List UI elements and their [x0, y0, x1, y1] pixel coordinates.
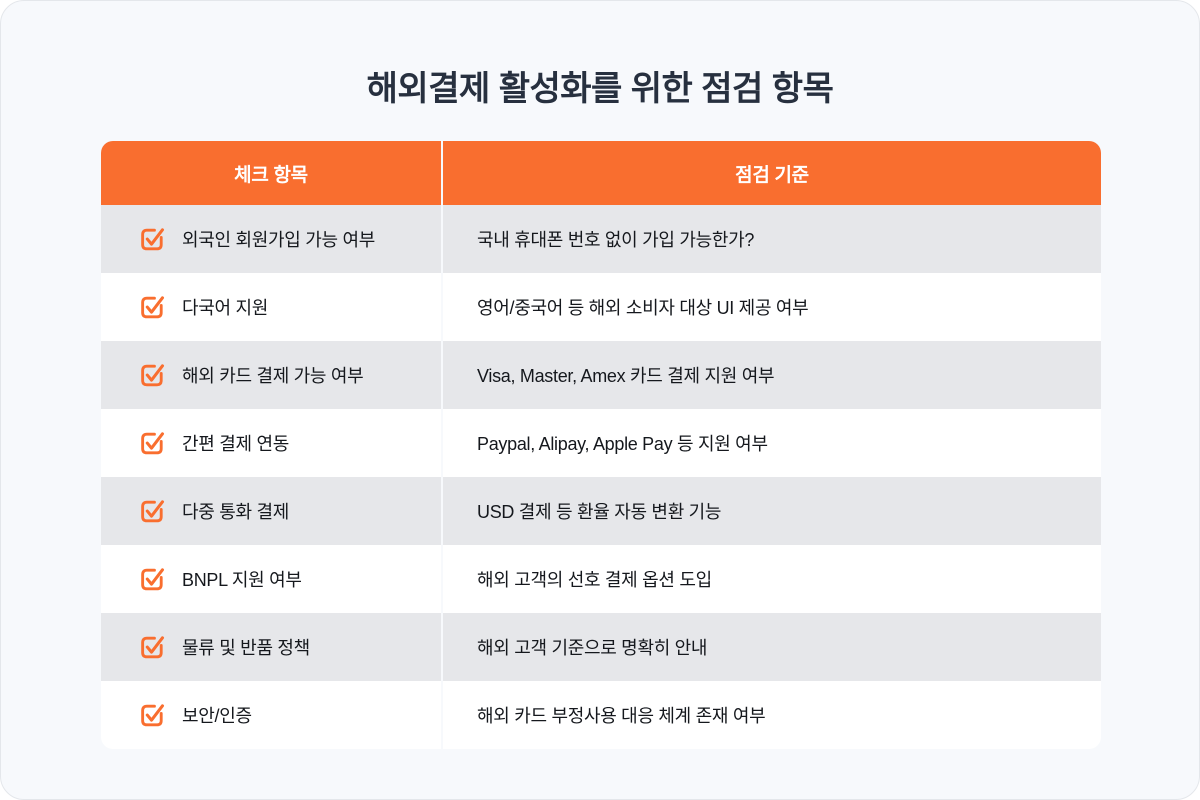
- criteria-text: 해외 고객의 선호 결제 옵션 도입: [477, 570, 712, 590]
- checkbox-checked-icon: [138, 294, 165, 321]
- checkbox-checked-icon: [138, 362, 165, 389]
- checkbox-checked-icon: [138, 702, 165, 729]
- check-item-label: 다중 통화 결제: [182, 502, 289, 522]
- column-header-criteria: 점검 기준: [441, 141, 1101, 205]
- check-item-cell: 다중 통화 결제: [101, 477, 441, 545]
- criteria-text: USD 결제 등 환율 자동 변환 기능: [477, 502, 722, 522]
- check-item-cell: 다국어 지원: [101, 273, 441, 341]
- criteria-text: 영어/중국어 등 해외 소비자 대상 UI 제공 여부: [477, 298, 809, 318]
- table-row: BNPL 지원 여부 해외 고객의 선호 결제 옵션 도입: [101, 545, 1101, 613]
- check-item-label: 다국어 지원: [182, 298, 269, 318]
- criteria-text: Visa, Master, Amex 카드 결제 지원 여부: [477, 366, 775, 386]
- check-item-label: 해외 카드 결제 가능 여부: [182, 366, 364, 386]
- check-item-label: 보안/인증: [182, 706, 252, 726]
- criteria-cell: USD 결제 등 환율 자동 변환 기능: [441, 477, 1101, 545]
- check-item-cell: BNPL 지원 여부: [101, 545, 441, 613]
- checkbox-checked-icon: [138, 226, 165, 253]
- criteria-cell: 영어/중국어 등 해외 소비자 대상 UI 제공 여부: [441, 273, 1101, 341]
- criteria-cell: 해외 카드 부정사용 대응 체계 존재 여부: [441, 681, 1101, 749]
- check-item-cell: 간편 결제 연동: [101, 409, 441, 477]
- criteria-text: 해외 고객 기준으로 명확히 안내: [477, 638, 708, 658]
- checklist-table: 체크 항목 점검 기준 외국인 회원가입 가능 여부 국내 휴대폰 번호 없이 …: [101, 141, 1101, 749]
- checkbox-checked-icon: [138, 634, 165, 661]
- table-row: 물류 및 반품 정책 해외 고객 기준으로 명확히 안내: [101, 613, 1101, 681]
- criteria-cell: 해외 고객의 선호 결제 옵션 도입: [441, 545, 1101, 613]
- criteria-cell: Paypal, Alipay, Apple Pay 등 지원 여부: [441, 409, 1101, 477]
- check-item-label: 외국인 회원가입 가능 여부: [182, 230, 375, 250]
- table-row: 보안/인증 해외 카드 부정사용 대응 체계 존재 여부: [101, 681, 1101, 749]
- table-row: 다중 통화 결제 USD 결제 등 환율 자동 변환 기능: [101, 477, 1101, 545]
- criteria-text: 국내 휴대폰 번호 없이 가입 가능한가?: [477, 230, 755, 250]
- checkbox-checked-icon: [138, 430, 165, 457]
- check-item-cell: 해외 카드 결제 가능 여부: [101, 341, 441, 409]
- page-title: 해외결제 활성화를 위한 점검 항목: [366, 70, 834, 108]
- criteria-cell: Visa, Master, Amex 카드 결제 지원 여부: [441, 341, 1101, 409]
- check-item-label: BNPL 지원 여부: [182, 570, 302, 590]
- table-header-row: 체크 항목 점검 기준: [101, 141, 1101, 205]
- check-item-cell: 보안/인증: [101, 681, 441, 749]
- criteria-cell: 해외 고객 기준으로 명확히 안내: [441, 613, 1101, 681]
- check-item-cell: 물류 및 반품 정책: [101, 613, 441, 681]
- table-row: 해외 카드 결제 가능 여부 Visa, Master, Amex 카드 결제 …: [101, 341, 1101, 409]
- criteria-text: 해외 카드 부정사용 대응 체계 존재 여부: [477, 706, 766, 726]
- criteria-text: Paypal, Alipay, Apple Pay 등 지원 여부: [477, 434, 768, 454]
- check-item-label: 물류 및 반품 정책: [182, 638, 310, 658]
- column-header-check-item: 체크 항목: [234, 164, 308, 186]
- table-row: 외국인 회원가입 가능 여부 국내 휴대폰 번호 없이 가입 가능한가?: [101, 205, 1101, 273]
- table-body: 외국인 회원가입 가능 여부 국내 휴대폰 번호 없이 가입 가능한가? 다국어…: [101, 205, 1101, 749]
- checkbox-checked-icon: [138, 566, 165, 593]
- check-item-cell: 외국인 회원가입 가능 여부: [101, 205, 441, 273]
- criteria-cell: 국내 휴대폰 번호 없이 가입 가능한가?: [441, 205, 1101, 273]
- check-item-label: 간편 결제 연동: [182, 434, 289, 454]
- table-row: 간편 결제 연동 Paypal, Alipay, Apple Pay 등 지원 …: [101, 409, 1101, 477]
- table-row: 다국어 지원 영어/중국어 등 해외 소비자 대상 UI 제공 여부: [101, 273, 1101, 341]
- checkbox-checked-icon: [138, 498, 165, 525]
